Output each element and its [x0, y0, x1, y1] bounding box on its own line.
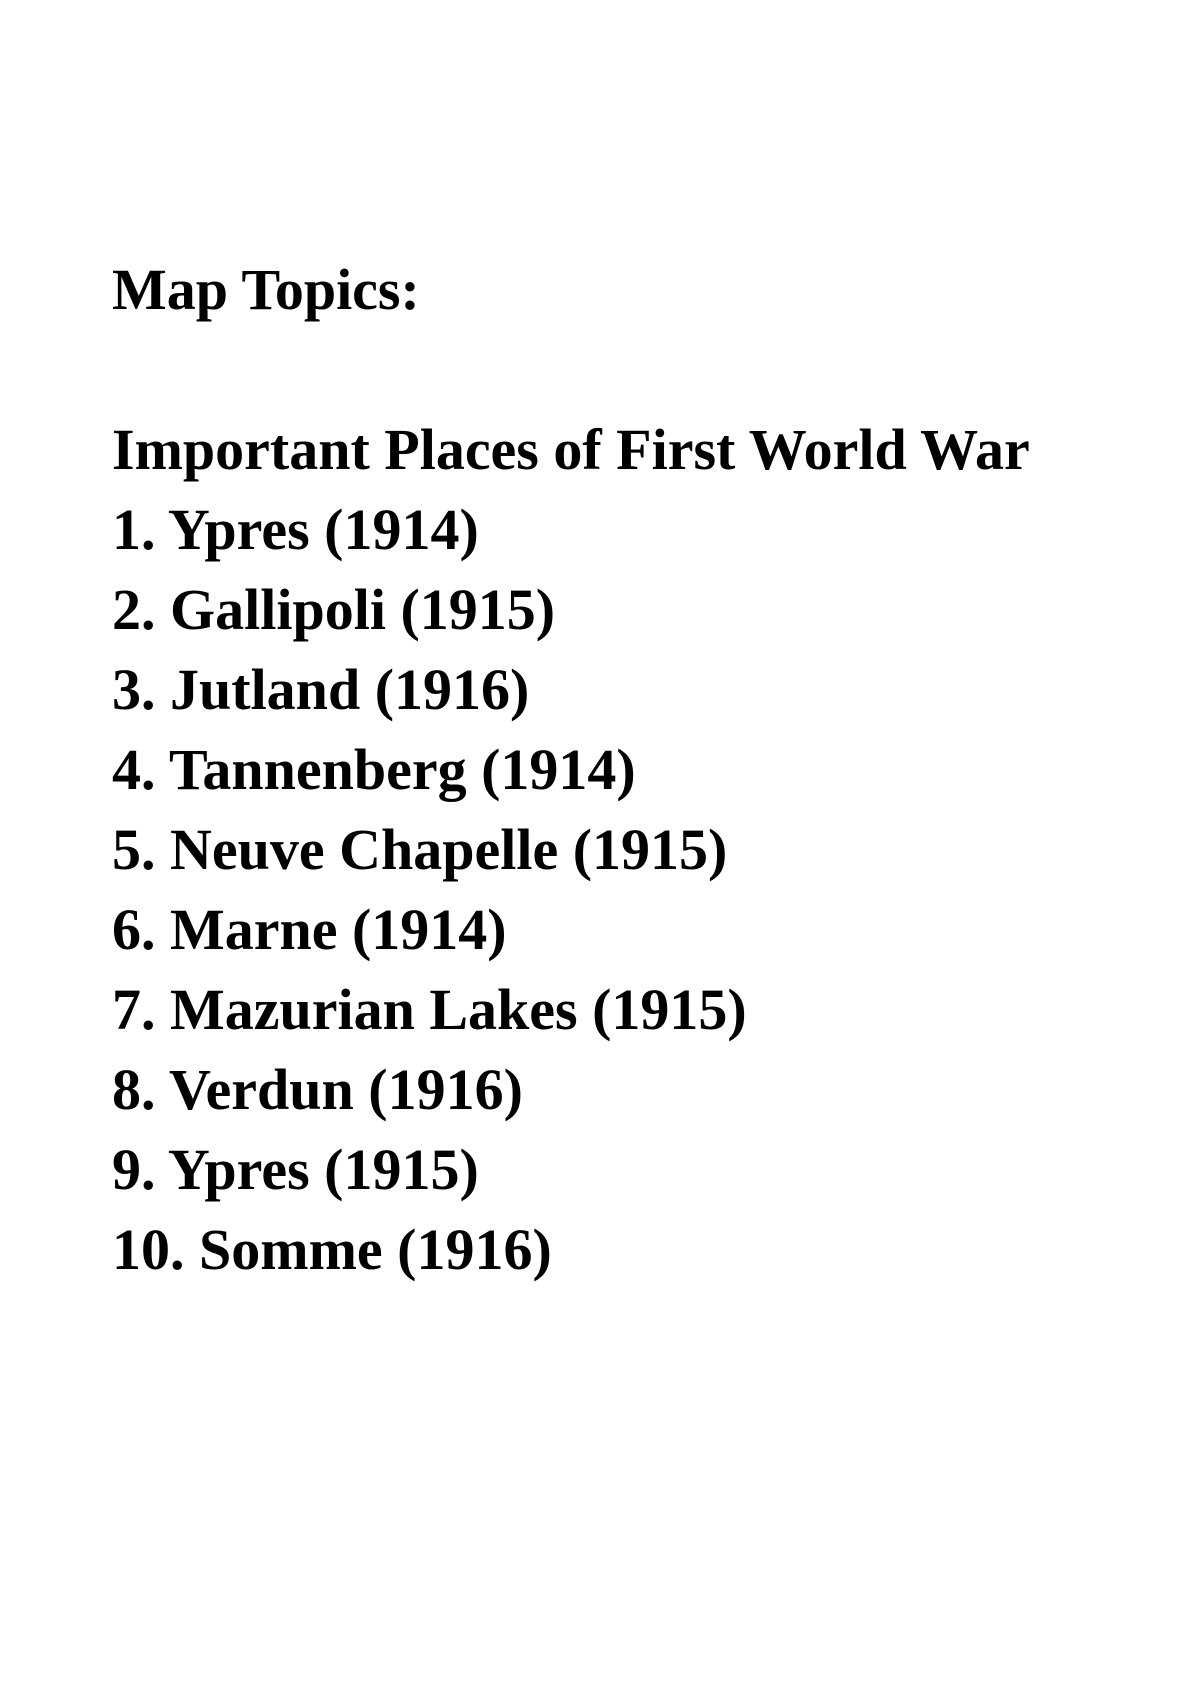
list-heading: Important Places of First World War — [112, 417, 1030, 482]
list-item: 6. Marne (1914) — [112, 897, 507, 962]
list-item: 1. Ypres (1914) — [112, 497, 479, 562]
list-item: 9. Ypres (1915) — [112, 1137, 479, 1202]
list-item: 5. Neuve Chapelle (1915) — [112, 817, 728, 882]
list-item: 3. Jutland (1916) — [112, 657, 530, 722]
list-item: 4. Tannenberg (1914) — [112, 737, 636, 802]
list-item: 10. Somme (1916) — [112, 1217, 552, 1282]
topics-list: 1. Ypres (1914) 2. Gallipoli (1915) 3. Jut… — [112, 490, 1160, 1290]
page-title: Map Topics: — [112, 257, 420, 322]
list-item: 8. Verdun (1916) — [112, 1057, 523, 1122]
list-item: 2. Gallipoli (1915) — [112, 577, 556, 642]
list-item: 7. Mazurian Lakes (1915) — [112, 977, 747, 1042]
